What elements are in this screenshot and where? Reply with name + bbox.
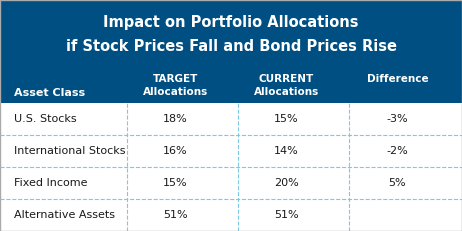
Text: Difference: Difference — [366, 74, 428, 84]
Text: Allocations: Allocations — [254, 87, 319, 97]
FancyBboxPatch shape — [0, 199, 462, 231]
Text: 14%: 14% — [274, 146, 299, 156]
FancyBboxPatch shape — [0, 135, 462, 167]
FancyBboxPatch shape — [0, 65, 462, 103]
FancyBboxPatch shape — [0, 103, 462, 135]
Text: 15%: 15% — [163, 178, 188, 188]
Text: 51%: 51% — [163, 210, 188, 220]
Text: Alternative Assets: Alternative Assets — [14, 210, 115, 220]
Text: -2%: -2% — [386, 146, 408, 156]
Text: 20%: 20% — [274, 178, 299, 188]
Text: U.S. Stocks: U.S. Stocks — [14, 114, 77, 124]
Text: Impact on Portfolio Allocations: Impact on Portfolio Allocations — [103, 15, 359, 30]
Text: 5%: 5% — [389, 178, 406, 188]
Text: 16%: 16% — [163, 146, 188, 156]
Text: Asset Class: Asset Class — [14, 88, 85, 98]
Text: 18%: 18% — [163, 114, 188, 124]
FancyBboxPatch shape — [0, 167, 462, 199]
Text: Allocations: Allocations — [143, 87, 208, 97]
FancyBboxPatch shape — [0, 0, 462, 65]
Text: Fixed Income: Fixed Income — [14, 178, 87, 188]
Text: CURRENT: CURRENT — [259, 74, 314, 84]
Text: if Stock Prices Fall and Bond Prices Rise: if Stock Prices Fall and Bond Prices Ris… — [66, 39, 396, 54]
Text: International Stocks: International Stocks — [14, 146, 125, 156]
Text: 15%: 15% — [274, 114, 299, 124]
Text: 51%: 51% — [274, 210, 299, 220]
Text: -3%: -3% — [387, 114, 408, 124]
Text: TARGET: TARGET — [153, 74, 198, 84]
